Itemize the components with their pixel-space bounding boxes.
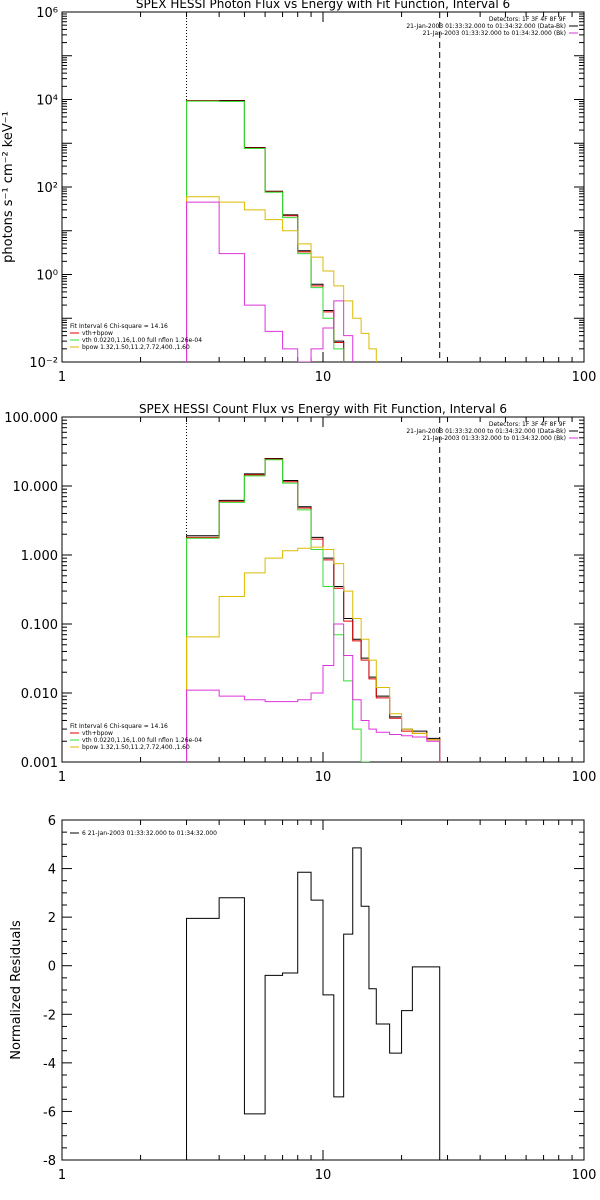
series-line-vth bbox=[186, 459, 370, 762]
legend-line: Fit Interval 6 Chi-square = 14.16 bbox=[70, 723, 168, 730]
x-tick-label: 100 bbox=[572, 770, 597, 785]
plot-panel-2: SPEX HESSI Count Flux vs Energy with Fit… bbox=[4, 402, 597, 785]
legend-line: bpow 1.32,1.50,11.2,7.72,400.,1.60 bbox=[82, 344, 190, 351]
header-line: 21-Jan-2003 01:33:32.000 to 01:34:32.000… bbox=[406, 23, 566, 30]
x-tick-label: 10 bbox=[315, 770, 332, 785]
header-line: 21-Jan-2003 01:33:32.000 to 01:34:32.000… bbox=[423, 435, 566, 442]
x-axis: 1 10 100 bbox=[58, 820, 597, 1183]
y-tick-label: 100.000 bbox=[4, 411, 58, 426]
y-axis: 10⁻² 10⁰ 10² 10⁴ 10⁶ bbox=[29, 6, 584, 371]
y-tick-label: 10.000 bbox=[13, 480, 59, 495]
plot-title: SPEX HESSI Photon Flux vs Energy with Fi… bbox=[136, 0, 510, 11]
header-line: 21-Jan-2003 01:33:32.000 to 01:34:32.000… bbox=[423, 30, 566, 37]
plot-panel-1: SPEX HESSI Photon Flux vs Energy with Fi… bbox=[1, 0, 597, 385]
y-tick-label: 10⁻² bbox=[29, 356, 58, 371]
header-line: Detectors: 1F 3F 4F 8F 9F bbox=[489, 16, 567, 23]
y-tick-label: 10⁴ bbox=[36, 94, 58, 109]
series-line-background bbox=[186, 623, 441, 762]
series-line-vth bbox=[186, 100, 345, 362]
series-line-bpow bbox=[186, 546, 441, 762]
x-tick-label: 1 bbox=[58, 1168, 66, 1183]
y-tick-label: 10² bbox=[36, 181, 58, 196]
series-line-bpow bbox=[186, 196, 377, 362]
plot-frame bbox=[61, 416, 585, 763]
y-tick-label: 0.100 bbox=[21, 618, 58, 633]
x-tick-label: 1 bbox=[58, 770, 66, 785]
legend-line: 6 21-Jan-2003 01:33:32.000 to 01:34:32.0… bbox=[82, 830, 217, 837]
y-tick-label: 1.000 bbox=[21, 549, 58, 564]
plot-title: SPEX HESSI Count Flux vs Energy with Fit… bbox=[139, 402, 507, 416]
y-tick-label: 6 bbox=[48, 814, 56, 829]
series-line-fit bbox=[186, 458, 441, 762]
header-line: 21-Jan-2003 01:33:32.000 to 01:34:32.000… bbox=[406, 428, 566, 435]
series-line-fit bbox=[186, 100, 345, 362]
series-group bbox=[186, 847, 441, 1160]
legend-line: Fit Interval 6 Chi-square = 14.16 bbox=[70, 323, 168, 330]
x-axis: 1 10 100 bbox=[58, 12, 597, 385]
series-line-background bbox=[186, 201, 354, 362]
y-tick-label: 0 bbox=[48, 960, 56, 975]
y-axis: 0.001 0.010 0.100 1.000 10.000 100.000 bbox=[4, 411, 584, 771]
y-tick-label: -8 bbox=[43, 1154, 56, 1169]
y-tick-label: -6 bbox=[43, 1105, 56, 1120]
series-group bbox=[186, 458, 441, 762]
y-tick-label: 0.001 bbox=[21, 756, 58, 771]
legend-line: bpow 1.32,1.50,11.2,7.72,400.,1.60 bbox=[82, 744, 190, 751]
x-tick-label: 100 bbox=[572, 1168, 597, 1183]
x-tick-label: 10 bbox=[315, 370, 332, 385]
series-group bbox=[186, 99, 377, 362]
plot-panel-3: 1 10 100 -8 -6 -4 -2 0 2 4 6 Normalized Residuals 6 … bbox=[9, 814, 597, 1183]
y-tick-label: -2 bbox=[43, 1008, 56, 1023]
y-tick-label: 4 bbox=[48, 863, 56, 878]
y-axis: -8 -6 -4 -2 0 2 4 6 bbox=[43, 814, 584, 1169]
legend-line: vth 0.0220,1.16,1.00 full nflon 1.26e-04 bbox=[82, 337, 202, 344]
y-tick-label: 2 bbox=[48, 911, 56, 926]
y-tick-label: 10⁰ bbox=[36, 269, 58, 284]
y-tick-label: 0.010 bbox=[21, 687, 58, 702]
x-tick-label: 1 bbox=[58, 370, 66, 385]
y-axis-label: Normalized Residuals bbox=[9, 920, 24, 1060]
x-tick-label: 10 bbox=[315, 1168, 332, 1183]
y-tick-label: 10⁶ bbox=[36, 6, 58, 21]
y-tick-label: -4 bbox=[43, 1057, 56, 1072]
series-line-total bbox=[186, 99, 345, 362]
x-axis: 1 10 100 bbox=[58, 417, 597, 785]
legend-line: vth+bpow bbox=[82, 330, 113, 337]
series-line-residual bbox=[186, 847, 441, 1160]
legend-line: vth 0.0220,1.16,1.00 full nflon 1.26e-04 bbox=[82, 737, 202, 744]
header-line: Detectors: 1F 3F 4F 8F 9F bbox=[489, 421, 567, 428]
legend-line: vth+bpow bbox=[82, 730, 113, 737]
y-axis-label: photons s⁻¹ cm⁻² keV⁻¹ bbox=[1, 111, 16, 263]
series-line-total bbox=[186, 458, 441, 762]
x-tick-label: 100 bbox=[572, 370, 597, 385]
